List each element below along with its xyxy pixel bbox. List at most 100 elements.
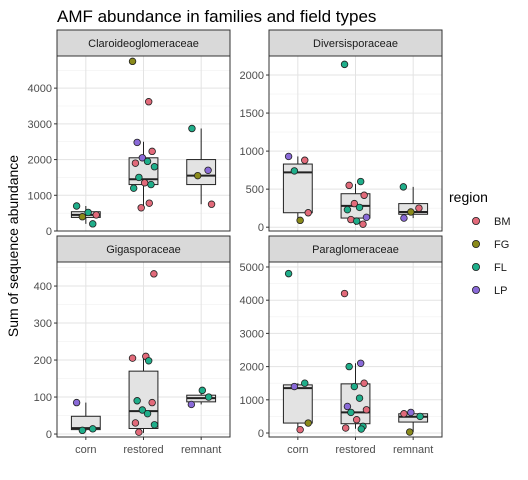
x-tick-label: remnant bbox=[181, 444, 221, 456]
facet-strip bbox=[268, 235, 443, 263]
data-point-fl bbox=[147, 180, 155, 189]
data-point-fg bbox=[407, 208, 415, 216]
data-point-bm bbox=[150, 270, 158, 278]
facet-strip-label: Claroideoglomeraceae bbox=[88, 38, 199, 50]
data-point-fl bbox=[345, 362, 353, 371]
data-point-fl bbox=[350, 382, 359, 391]
data-point-fl bbox=[284, 269, 293, 278]
data-point-fl bbox=[144, 357, 153, 365]
y-tick-label: 2000 bbox=[240, 362, 264, 374]
facet-strip bbox=[56, 29, 231, 57]
y-tick-label: 0 bbox=[258, 222, 264, 234]
legend-label: FL bbox=[494, 262, 507, 274]
y-tick-label: 2000 bbox=[240, 70, 264, 82]
data-point-lp bbox=[290, 382, 299, 391]
data-point-fg bbox=[296, 216, 304, 225]
data-point-fl bbox=[78, 426, 87, 435]
data-point-fl bbox=[355, 203, 364, 212]
data-point-fl bbox=[143, 409, 152, 418]
data-point-fl bbox=[143, 157, 152, 166]
panel-border bbox=[56, 55, 231, 232]
legend-item-fl: FL bbox=[471, 262, 507, 274]
y-tick-label: 0 bbox=[46, 429, 52, 441]
data-point-fl bbox=[340, 60, 349, 69]
data-point-bm bbox=[360, 379, 368, 387]
data-point-fg bbox=[128, 57, 137, 66]
y-tick-label: 0 bbox=[46, 226, 52, 238]
y-tick-label: 200 bbox=[34, 355, 52, 367]
data-point-fl bbox=[133, 397, 141, 405]
data-point-fl bbox=[204, 393, 213, 401]
y-tick-label: 400 bbox=[34, 281, 52, 293]
facet-panels: Claroideoglomeraceae01000200030004000Div… bbox=[28, 29, 443, 456]
data-point-bm bbox=[144, 98, 153, 106]
panel-border bbox=[268, 55, 443, 232]
data-point-bm bbox=[359, 220, 367, 228]
data-point-bm bbox=[350, 199, 359, 208]
data-point-bm bbox=[207, 200, 216, 208]
data-point-bm bbox=[415, 204, 423, 212]
y-tick-label: 300 bbox=[34, 318, 52, 330]
data-point-bm bbox=[296, 425, 304, 434]
legend-key bbox=[471, 285, 480, 294]
data-point-bm bbox=[131, 419, 140, 427]
y-tick-label: 5000 bbox=[240, 262, 264, 274]
data-point-fl bbox=[290, 167, 299, 175]
y-tick-label: 3000 bbox=[28, 119, 52, 131]
legend-label: LP bbox=[494, 285, 507, 297]
y-axis-label: Sum of sequence abundance bbox=[5, 155, 21, 337]
data-point-bm bbox=[345, 181, 353, 190]
y-tick-label: 3000 bbox=[240, 328, 264, 340]
data-point-lp bbox=[138, 154, 147, 162]
data-point-fl bbox=[188, 124, 196, 133]
chart-title: AMF abundance in families and field type… bbox=[57, 7, 376, 26]
data-point-lp bbox=[187, 400, 196, 409]
y-tick-label: 1000 bbox=[240, 146, 264, 158]
data-point-bm bbox=[352, 416, 361, 424]
data-point-fl bbox=[84, 208, 92, 217]
data-point-fl bbox=[357, 425, 365, 433]
legend: region BM FG FL LP bbox=[449, 189, 511, 297]
panel-diversisporaceae: Diversisporaceae 0 500 1000 1500 2000 bbox=[240, 29, 443, 234]
data-point-fl bbox=[150, 163, 159, 171]
data-point-lp bbox=[400, 214, 408, 222]
x-tick-label: corn bbox=[287, 444, 308, 456]
data-point-fg bbox=[78, 213, 87, 221]
data-point-bm bbox=[148, 147, 156, 156]
data-point-fl bbox=[129, 184, 138, 192]
data-point-bm bbox=[128, 354, 137, 362]
legend-item-lp: LP bbox=[471, 285, 507, 297]
data-point-fl bbox=[198, 386, 207, 395]
box-remnant bbox=[186, 128, 217, 205]
data-point-fl bbox=[89, 425, 97, 433]
data-point-lp bbox=[133, 138, 141, 147]
data-point-fl bbox=[89, 220, 97, 228]
facet-strip-label: Gigasporaceae bbox=[106, 244, 181, 256]
y-tick-label: 500 bbox=[246, 184, 264, 196]
y-tick-label: 1500 bbox=[240, 108, 264, 120]
box-iqr bbox=[282, 384, 313, 424]
facet-strip-label: Diversisporaceae bbox=[313, 38, 398, 50]
data-point-fl bbox=[416, 412, 424, 421]
data-point-fl bbox=[343, 205, 352, 214]
legend-key bbox=[471, 239, 480, 248]
data-point-bm bbox=[131, 159, 140, 167]
data-point-fl bbox=[150, 421, 159, 429]
data-point-fg bbox=[304, 419, 312, 427]
legend-label: FG bbox=[494, 239, 509, 251]
y-tick-label: 1000 bbox=[28, 190, 52, 202]
data-point-fl bbox=[135, 173, 143, 182]
panel-paraglomeraceae: Paraglomeraceae 0 1000 2000 3000 4000 5000 corn… bbox=[240, 235, 443, 456]
panel-border bbox=[56, 261, 231, 438]
data-point-fl bbox=[355, 394, 364, 402]
panel-border bbox=[268, 261, 443, 438]
data-point-lp bbox=[407, 408, 415, 417]
y-tick-label: 1000 bbox=[240, 395, 264, 407]
data-point-bm bbox=[341, 424, 350, 432]
facet-strip bbox=[268, 29, 443, 57]
data-point-lp bbox=[343, 402, 352, 411]
box-corn bbox=[282, 383, 313, 430]
legend-title: region bbox=[449, 189, 488, 205]
data-point-fl bbox=[399, 183, 408, 191]
